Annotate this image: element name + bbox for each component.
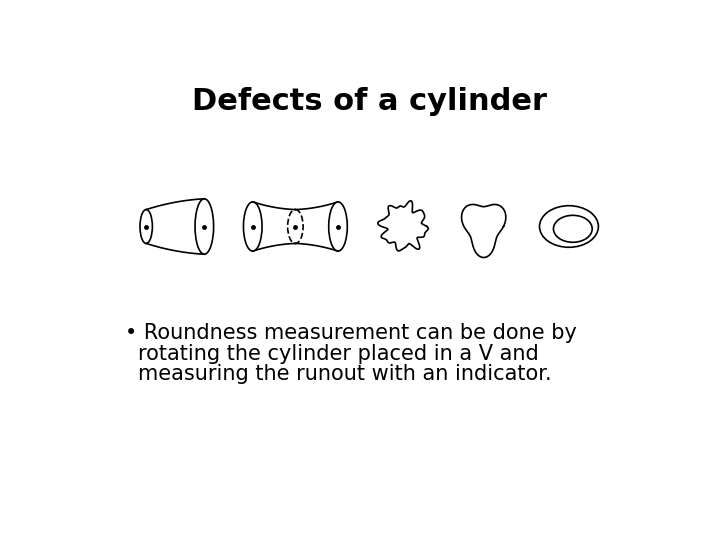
Text: • Roundness measurement can be done by: • Roundness measurement can be done by <box>125 323 577 343</box>
Text: rotating the cylinder placed in a V and: rotating the cylinder placed in a V and <box>138 343 539 363</box>
Text: Defects of a cylinder: Defects of a cylinder <box>192 87 546 116</box>
Text: measuring the runout with an indicator.: measuring the runout with an indicator. <box>138 364 552 384</box>
